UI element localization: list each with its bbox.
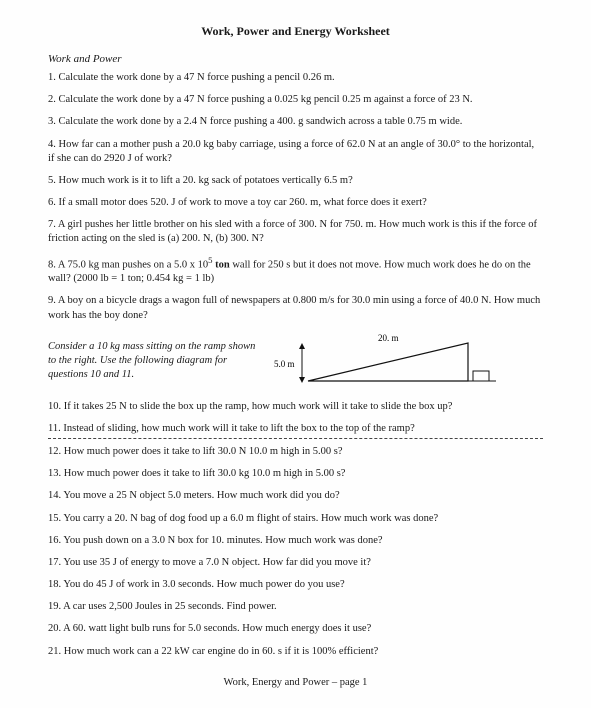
question-8: 8. A 75.0 kg man pushes on a 5.0 x 105 t…	[48, 255, 543, 287]
worksheet-page: Work, Power and Energy Worksheet Work an…	[0, 0, 591, 708]
question-1: 1. Calculate the work done by a 47 N for…	[48, 71, 543, 85]
page-footer: Work, Energy and Power – page 1	[48, 677, 543, 688]
question-16: 16. You push down on a 3.0 N box for 10.…	[48, 534, 543, 548]
section-divider	[48, 438, 543, 439]
question-9: 9. A boy on a bicycle drags a wagon full…	[48, 294, 543, 322]
ramp-width-label: 20. m	[378, 333, 399, 343]
q8-part-a: 8. A 75.0 kg man pushes on a 5.0 x 10	[48, 259, 208, 270]
question-20: 20. A 60. watt light bulb runs for 5.0 s…	[48, 622, 543, 636]
question-4: 4. How far can a mother push a 20.0 kg b…	[48, 138, 543, 166]
ramp-diagram-row: Consider a 10 kg mass sitting on the ram…	[48, 331, 543, 392]
question-10: 10. If it takes 25 N to slide the box up…	[48, 400, 543, 414]
q8-bold: ton	[213, 259, 230, 270]
question-14: 14. You move a 25 N object 5.0 meters. H…	[48, 489, 543, 503]
ramp-diagram-caption: Consider a 10 kg mass sitting on the ram…	[48, 340, 258, 383]
question-7: 7. A girl pushes her little brother on h…	[48, 218, 543, 246]
question-6: 6. If a small motor does 520. J of work …	[48, 196, 543, 210]
question-3: 3. Calculate the work done by a 2.4 N fo…	[48, 115, 543, 129]
section-heading: Work and Power	[48, 53, 543, 65]
question-11: 11. Instead of sliding, how much work wi…	[48, 422, 543, 436]
ramp-height-label: 5.0 m	[274, 359, 295, 369]
question-13: 13. How much power does it take to lift …	[48, 467, 543, 481]
question-21: 21. How much work can a 22 kW car engine…	[48, 645, 543, 659]
question-5: 5. How much work is it to lift a 20. kg …	[48, 174, 543, 188]
doc-title: Work, Power and Energy Worksheet	[48, 24, 543, 39]
question-19: 19. A car uses 2,500 Joules in 25 second…	[48, 600, 543, 614]
question-2: 2. Calculate the work done by a 47 N for…	[48, 93, 543, 107]
question-17: 17. You use 35 J of energy to move a 7.0…	[48, 556, 543, 570]
question-12: 12. How much power does it take to lift …	[48, 445, 543, 459]
ramp-diagram: 5.0 m 20. m	[268, 331, 498, 392]
question-18: 18. You do 45 J of work in 3.0 seconds. …	[48, 578, 543, 592]
question-15: 15. You carry a 20. N bag of dog food up…	[48, 512, 543, 526]
